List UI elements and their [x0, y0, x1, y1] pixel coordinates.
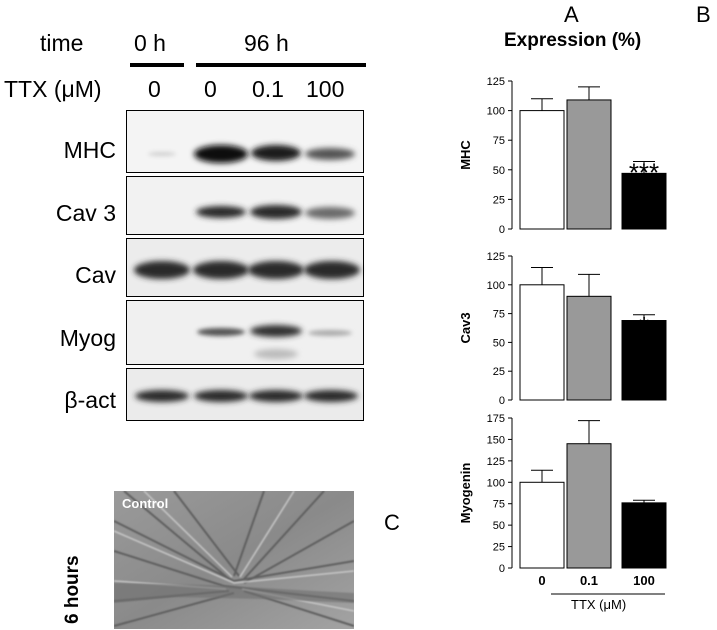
- blot-row-label-cav: Cav: [75, 262, 116, 288]
- y-tick-label-cav3: 75: [493, 309, 505, 321]
- micrograph: Control: [114, 491, 354, 629]
- band-cav-3: [248, 261, 304, 279]
- band-mhc-4: [305, 148, 355, 160]
- blot-strip-cav3: [126, 176, 364, 235]
- y-tick-label-mhc: 50: [493, 165, 505, 177]
- band-mhc-1: [148, 152, 176, 156]
- band-cav3-3: [250, 205, 302, 219]
- panel-letter-b: B: [696, 2, 711, 27]
- time-96h-bar: [196, 63, 366, 67]
- y-tick-label-myogenin: 25: [493, 542, 505, 554]
- x-tick-label: 0.1: [580, 573, 598, 588]
- micrograph-side-label: 6 hours: [62, 555, 83, 624]
- bar-myogenin-100: [621, 502, 667, 569]
- y-tick-label-myogenin: 100: [487, 477, 505, 489]
- y-tick-label-myogenin: 75: [493, 499, 505, 511]
- y-tick-label-mhc: 100: [487, 106, 505, 118]
- y-tick-label-myogenin: 175: [487, 413, 505, 425]
- y-axis-label-myogenin: Myogenin: [458, 463, 473, 524]
- blot-row-label-myog: Myog: [59, 325, 116, 351]
- y-tick-label-myogenin: 150: [487, 434, 505, 446]
- bar-cav3-0.1: [566, 295, 612, 401]
- bar-myogenin-0.1: [566, 443, 612, 569]
- bar-mhc-0.1: [566, 99, 612, 230]
- y-tick-label-mhc: 75: [493, 135, 505, 147]
- western-blot: [126, 110, 364, 421]
- band-cav3-2: [196, 206, 246, 218]
- band-myog-3-lower: [254, 349, 298, 359]
- time-96h-label: 96 h: [244, 30, 289, 56]
- blot-row-label-bact: β-act: [64, 387, 116, 413]
- band-bact-1: [135, 390, 189, 402]
- lane-label-1: 0: [148, 76, 161, 102]
- x-tick-label: 100: [633, 573, 655, 588]
- y-tick-label-cav3: 125: [487, 251, 505, 263]
- band-bact-3: [249, 390, 303, 402]
- micrograph-caption: Control: [122, 496, 169, 511]
- significance-myogenin: *: [639, 496, 649, 526]
- bar-cav3-100: [621, 320, 667, 401]
- bar-myogenin-0: [519, 481, 565, 569]
- blot-row-label-cav3: Cav 3: [55, 200, 116, 226]
- y-tick-label-myogenin: 0: [499, 563, 505, 575]
- ttx-label: TTX (μM): [4, 76, 102, 102]
- y-tick-label-mhc: 25: [493, 194, 505, 206]
- band-cav-1: [134, 261, 190, 279]
- y-tick-label-cav3: 50: [493, 337, 505, 349]
- x-tick-label: 0: [538, 573, 545, 588]
- band-cav-4: [304, 261, 360, 279]
- bar-cav3-0: [519, 284, 565, 401]
- band-mhc-2: [194, 145, 248, 163]
- y-tick-label-mhc: 0: [499, 224, 505, 236]
- band-mhc-3: [251, 145, 301, 161]
- band-myog-4: [308, 330, 352, 336]
- band-myog-2: [197, 328, 245, 336]
- panel-letter-a: A: [564, 2, 579, 27]
- time-label: time: [40, 30, 84, 56]
- time-0h-bar: [130, 63, 184, 67]
- band-myog-3: [250, 325, 302, 337]
- y-tick-label-cav3: 100: [487, 280, 505, 292]
- y-tick-label-cav3: 25: [493, 366, 505, 378]
- band-bact-4: [304, 390, 358, 402]
- blot-row-label-mhc: MHC: [63, 137, 116, 163]
- blot-strip-mhc: [126, 110, 364, 173]
- x-axis-label: TTX (μM): [571, 597, 627, 612]
- y-tick-label-mhc: 125: [487, 76, 505, 88]
- lane-label-3: 0.1: [252, 76, 284, 102]
- panel-letter-c: C: [384, 510, 400, 535]
- significance-cav3: *: [639, 311, 649, 341]
- bar-charts: 0 25 50 75 100 125 MHC *** 0 25 50 75 100 125 Cav3 * 0 25…: [458, 76, 667, 595]
- lane-label-2: 0: [204, 76, 217, 102]
- bar-mhc-0: [519, 110, 565, 230]
- y-axis-label-mhc: MHC: [458, 140, 473, 170]
- y-tick-label-cav3: 0: [499, 395, 505, 407]
- chart-title: Expression (%): [504, 30, 642, 51]
- band-cav3-4: [305, 207, 355, 219]
- band-bact-2: [194, 390, 248, 402]
- y-axis-label-cav3: Cav3: [458, 312, 473, 343]
- y-tick-label-myogenin: 125: [487, 456, 505, 468]
- y-tick-label-myogenin: 50: [493, 520, 505, 532]
- bar-mhc-100: [621, 172, 667, 230]
- time-0h-label: 0 h: [134, 30, 166, 56]
- band-cav-2: [193, 261, 249, 279]
- significance-mhc: ***: [629, 158, 659, 188]
- lane-label-4: 100: [306, 76, 345, 102]
